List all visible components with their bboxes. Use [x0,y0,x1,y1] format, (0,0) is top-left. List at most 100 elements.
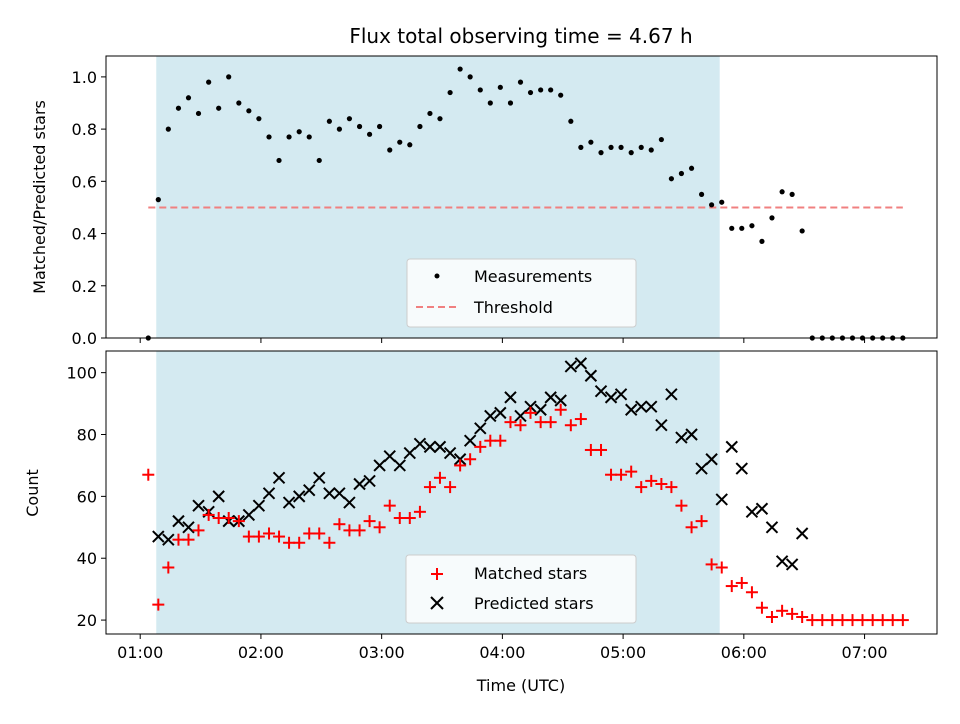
predicted-star-point [765,521,779,534]
matched-star-point [293,536,306,549]
matched-star-point [755,601,768,614]
matched-star-point [524,406,537,419]
matched-star-point [212,512,225,525]
legend-matched-marker [431,568,443,580]
measurement-point [628,150,634,156]
measurement-point [608,144,614,150]
measurement-point [306,134,312,140]
predicted-star-point [795,527,809,540]
predicted-star-point [494,406,507,420]
matched-star-point [403,512,416,525]
measurement-point [668,176,675,182]
predicted-star-point [735,462,748,475]
predicted-star-point [574,357,588,370]
measurement-point [467,74,473,80]
measurement-point [206,79,212,85]
matched-star-point [765,610,778,623]
measurement-point [658,136,664,143]
measurement-point [447,89,453,96]
matched-star-point [725,580,738,593]
measurement-point [316,157,322,164]
matched-star-point [695,515,708,528]
bottom-xtick-label: 02:00 [238,643,284,662]
top-ytick-label: 0.0 [72,329,97,348]
predicted-star-point [695,462,708,475]
measurement-point [256,116,262,122]
predicted-star-point [594,385,608,398]
matched-star-point [423,481,436,494]
predicted-star-point [614,388,628,401]
predicted-star-point [333,487,346,500]
predicted-star-point [413,437,427,450]
matched-star-point [152,598,165,611]
measurement-point [477,87,483,93]
measurement-point [698,191,705,197]
measurement-point [749,223,755,229]
top-ytick-label: 0.4 [72,225,97,244]
matched-star-point [313,527,326,540]
measurement-point [346,116,353,122]
measurement-point [487,100,493,106]
measurement-point [527,89,534,96]
matched-star-point [283,536,296,549]
measurement-point [296,129,302,135]
measurement-point [789,191,795,197]
measurement-point [216,105,222,111]
legend-matched-label: Matched stars [474,564,587,583]
chart-title: Flux total observing time = 4.67 h [349,24,692,48]
predicted-star-point [303,483,316,497]
legend-predicted-label: Predicted stars [474,594,594,613]
matched-star-point [685,521,698,534]
matched-star-point [142,468,155,481]
bottom-panel: 20 40 60 80 100 01:00 02:00 03:00 04:00 05:00 06:… [23,350,938,695]
top-ytick-label: 0.8 [72,120,97,139]
predicted-star-point [463,434,477,447]
matched-star-point [393,512,406,525]
bottom-x-ticks: 01:00 02:00 03:00 04:00 05:00 06:00 07:00 [117,634,888,662]
matched-star-point [323,536,336,549]
predicted-star-point [655,419,668,432]
x-axis-label: Time (UTC) [476,676,565,695]
bottom-xtick-label: 01:00 [117,643,163,662]
matched-star-point [876,614,889,627]
measurement-point [417,123,423,130]
predicted-star-point [745,505,759,519]
top-ytick-label: 0.2 [72,277,97,296]
measurement-point [678,170,685,177]
predicted-star-point [665,388,678,401]
predicted-star-point [182,521,195,534]
matched-star-point [625,465,638,478]
bottom-ytick-label: 40 [77,549,97,568]
top-ytick-label: 1.0 [72,68,97,87]
matched-star-point [192,524,205,537]
legend-predicted-marker [430,596,444,610]
predicted-star-point [373,459,386,472]
predicted-star-point [775,555,789,568]
measurement-point [246,108,252,114]
matched-star-point [413,505,426,518]
measurement-point [165,126,171,132]
matched-star-point [786,607,799,620]
matched-stars-series [142,403,909,627]
matched-star-point [816,614,829,627]
measurement-point [336,126,343,132]
bottom-xtick-label: 05:00 [600,643,646,662]
measurement-point [377,123,383,130]
measurement-point [618,144,624,150]
measurement-point [326,118,332,124]
measurement-point [356,123,363,130]
measurement-point [497,84,503,90]
predicted-star-point [675,431,688,444]
predicted-star-point [162,533,175,546]
top-x-ticks [139,338,866,343]
measurement-point [588,139,594,145]
predicted-star-point [524,400,537,413]
predicted-star-point [484,409,497,423]
predicted-star-point [292,490,306,503]
measurement-point [185,95,192,101]
bottom-ytick-label: 80 [77,426,97,445]
measurement-point [276,157,282,164]
predicted-star-point [504,391,517,404]
matched-star-point [715,561,728,574]
